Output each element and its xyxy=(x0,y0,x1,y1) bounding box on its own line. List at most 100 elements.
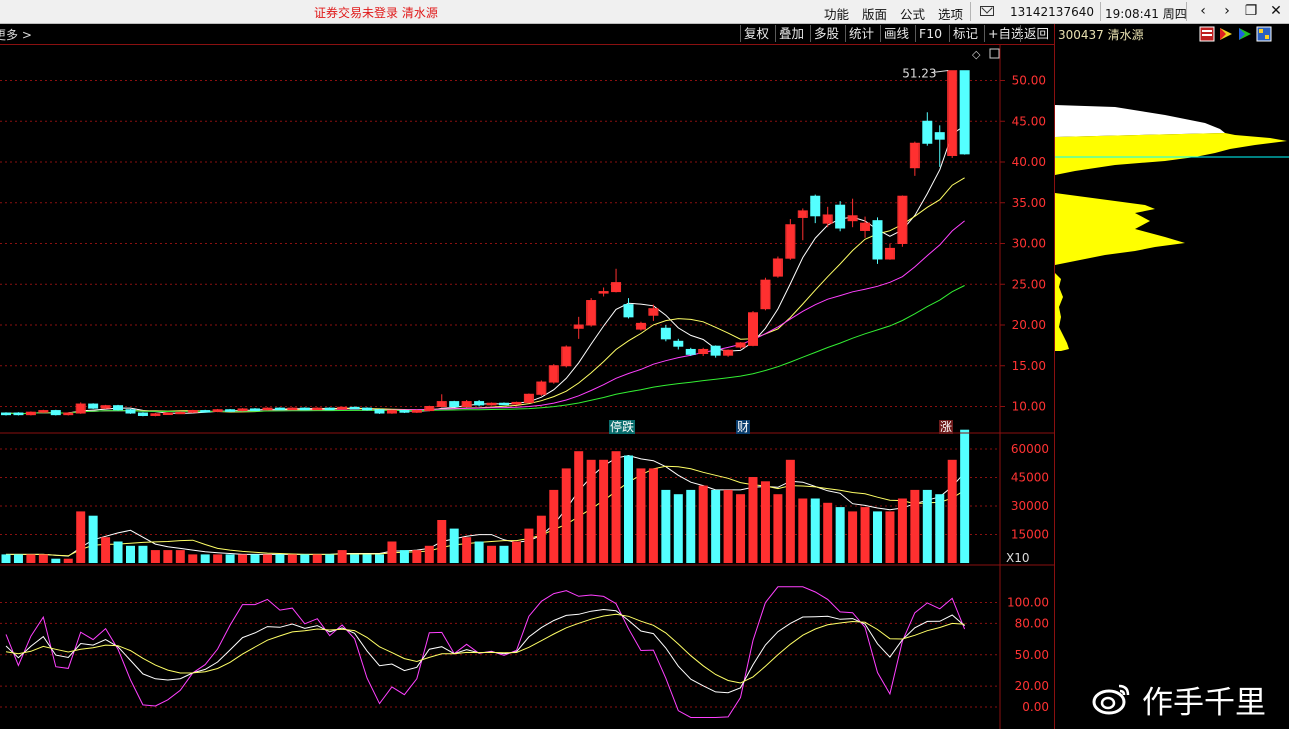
candle-fill xyxy=(462,401,471,407)
candle-fill xyxy=(885,248,894,259)
volume-bar xyxy=(437,520,447,563)
kline-chart[interactable]: 50.00 45.00 40.00 35.00 30.00 25.00 20.00 15.00… xyxy=(0,45,1054,729)
volume-bar xyxy=(250,554,260,563)
candle-fill xyxy=(76,404,85,414)
volume-bar xyxy=(424,545,434,563)
candle-fill xyxy=(599,291,608,294)
volume-bar xyxy=(499,545,509,563)
app-title: 证券交易未登录 清水源 xyxy=(314,6,438,20)
volume-bar xyxy=(26,554,36,563)
more-menu[interactable]: 更多 > xyxy=(0,28,32,42)
finance-marker[interactable]: 财 xyxy=(736,420,751,434)
arrow-icon[interactable] xyxy=(1237,26,1253,42)
candle-fill xyxy=(537,382,546,395)
mark-button[interactable]: 标记 xyxy=(949,25,981,42)
candle-fill xyxy=(549,365,558,383)
candle-body xyxy=(324,407,335,411)
price-tick-label: 10.00 xyxy=(1012,400,1046,414)
multi-stock-button[interactable]: 多股 xyxy=(810,25,842,42)
volume-bar xyxy=(287,554,297,563)
volume-bar xyxy=(138,545,148,563)
volume-bar xyxy=(350,554,360,563)
overlay-button[interactable]: 叠加 xyxy=(775,25,807,42)
volume-tick-label: 30000 xyxy=(1011,499,1049,513)
adjust-rights-button[interactable]: 复权 xyxy=(740,25,772,42)
add-watchlist-button[interactable]: +自选 xyxy=(984,25,1026,42)
divider xyxy=(1100,2,1101,21)
volume-bar xyxy=(960,429,970,563)
candle-fill xyxy=(163,413,172,415)
security-header: 300437 清水源 xyxy=(1055,24,1289,44)
volume-bar xyxy=(910,489,920,563)
return-button[interactable]: 返回 xyxy=(1020,25,1052,42)
clock: 19:08:41 周四 xyxy=(1105,7,1187,21)
diamond-icon: ◇ xyxy=(972,48,981,61)
candle-body xyxy=(673,340,684,347)
candle-fill xyxy=(587,300,596,325)
volume-bar xyxy=(325,554,335,563)
osc-d-line xyxy=(5,613,965,684)
candle-fill xyxy=(749,312,757,346)
volume-bar xyxy=(698,485,708,563)
statistics-button[interactable]: 统计 xyxy=(845,25,877,42)
candle-fill xyxy=(574,325,583,329)
volume-bar xyxy=(561,468,571,563)
candle-fill xyxy=(798,210,807,218)
volume-bar xyxy=(586,459,596,563)
candle-fill xyxy=(948,70,957,156)
limit-marker[interactable]: 停跌 xyxy=(609,420,636,434)
volume-bar xyxy=(163,550,173,563)
volume-bar xyxy=(511,541,521,563)
candle-body xyxy=(125,409,136,414)
candle-body xyxy=(299,407,310,411)
candle-body xyxy=(250,408,260,411)
draw-line-button[interactable]: 画线 xyxy=(880,25,912,42)
volume-bar xyxy=(636,468,646,563)
candle-body xyxy=(274,407,285,411)
volume-bar xyxy=(798,498,808,563)
volume-bar xyxy=(922,489,932,563)
candle-fill xyxy=(387,410,396,414)
menu-layout[interactable]: 版面 xyxy=(862,7,888,22)
ma10-line xyxy=(5,177,965,415)
candle-body xyxy=(113,405,124,411)
watermark-text: 作手千里 xyxy=(1142,685,1266,721)
candle-body xyxy=(50,410,61,416)
forward-arrow-icon[interactable]: › xyxy=(1224,3,1230,19)
restore-window-icon[interactable]: ❐ xyxy=(1244,3,1258,19)
menu-options[interactable]: 选项 xyxy=(938,7,964,22)
candle-fill xyxy=(151,413,160,416)
volume-bar xyxy=(785,459,795,563)
menu-formula[interactable]: 公式 xyxy=(900,7,926,22)
volume-unit: X10 xyxy=(1006,551,1030,565)
candle-body xyxy=(474,401,485,406)
mail-icon[interactable] xyxy=(980,6,994,16)
candle-body xyxy=(399,410,410,413)
ma5-line xyxy=(5,125,965,415)
candle-fill xyxy=(101,405,110,409)
volume-tick-label: 15000 xyxy=(1011,528,1049,542)
menu-function[interactable]: 功能 xyxy=(824,7,850,22)
list-icon[interactable] xyxy=(1199,26,1215,42)
panel-icon[interactable] xyxy=(1256,26,1272,42)
candle-fill xyxy=(425,406,434,411)
candle-body xyxy=(449,401,460,407)
play-icon[interactable] xyxy=(1218,26,1234,42)
f10-button[interactable]: F10 xyxy=(915,25,945,42)
candle-fill xyxy=(188,410,197,413)
back-arrow-icon[interactable]: ‹ xyxy=(1200,3,1206,19)
osc-tick-label: 80.00 xyxy=(1015,616,1049,630)
candle-body xyxy=(922,120,933,144)
candle-fill xyxy=(512,402,521,405)
volume-bar xyxy=(38,554,48,563)
candle-fill xyxy=(176,412,185,414)
volume-bar xyxy=(312,554,322,563)
volume-bar xyxy=(387,541,397,563)
close-icon[interactable]: ✕ xyxy=(1270,3,1282,19)
volume-bar xyxy=(549,489,559,563)
rise-marker[interactable]: 涨 xyxy=(939,420,954,434)
price-tick-label: 20.00 xyxy=(1012,318,1046,332)
volume-bar xyxy=(773,494,783,563)
candle-fill xyxy=(612,282,621,292)
volume-bar xyxy=(76,511,86,563)
